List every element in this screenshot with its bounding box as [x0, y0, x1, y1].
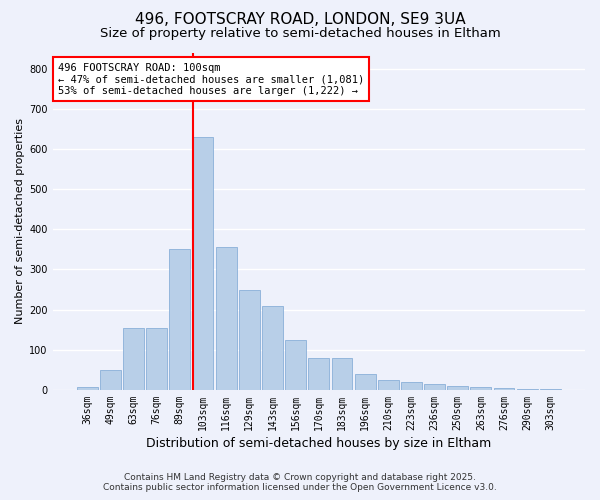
Bar [448, 386, 468, 390]
X-axis label: Distribution of semi-detached houses by size in Eltham: Distribution of semi-detached houses by … [146, 437, 491, 450]
Bar [470, 387, 491, 390]
Bar [494, 388, 514, 390]
Y-axis label: Number of semi-detached properties: Number of semi-detached properties [15, 118, 25, 324]
Bar [517, 388, 538, 390]
Bar [308, 358, 329, 390]
Text: Contains HM Land Registry data © Crown copyright and database right 2025.
Contai: Contains HM Land Registry data © Crown c… [103, 473, 497, 492]
Bar [378, 380, 398, 390]
Bar [193, 137, 214, 390]
Text: 496 FOOTSCRAY ROAD: 100sqm
← 47% of semi-detached houses are smaller (1,081)
53%: 496 FOOTSCRAY ROAD: 100sqm ← 47% of semi… [58, 62, 364, 96]
Bar [123, 328, 144, 390]
Bar [355, 374, 376, 390]
Bar [239, 290, 260, 390]
Bar [401, 382, 422, 390]
Bar [424, 384, 445, 390]
Bar [100, 370, 121, 390]
Text: Size of property relative to semi-detached houses in Eltham: Size of property relative to semi-detach… [100, 28, 500, 40]
Bar [540, 389, 561, 390]
Bar [285, 340, 306, 390]
Bar [262, 306, 283, 390]
Bar [169, 250, 190, 390]
Text: 496, FOOTSCRAY ROAD, LONDON, SE9 3UA: 496, FOOTSCRAY ROAD, LONDON, SE9 3UA [134, 12, 466, 28]
Bar [215, 248, 236, 390]
Bar [146, 328, 167, 390]
Bar [77, 386, 98, 390]
Bar [332, 358, 352, 390]
